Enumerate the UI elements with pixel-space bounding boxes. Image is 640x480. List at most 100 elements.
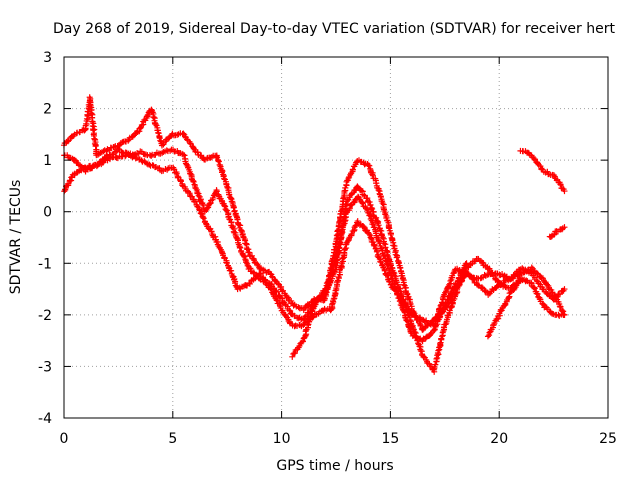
data-point-marker: [341, 246, 348, 253]
series-track-4: [289, 193, 470, 360]
x-tick-label: 0: [60, 431, 69, 447]
axis-ticks: 0 5 10 15 20 25 -4 -3 -2 -1 0 1 2 3: [38, 50, 617, 447]
data-point-marker: [89, 165, 96, 172]
x-tick-label: 10: [273, 431, 291, 447]
data-point-marker: [146, 161, 153, 168]
data-point-marker: [360, 223, 367, 230]
data-point-marker: [361, 224, 368, 231]
data-point-marker: [435, 347, 442, 354]
data-point-marker: [92, 143, 99, 150]
data-point-marker: [207, 225, 214, 232]
data-point-marker: [221, 202, 228, 209]
plot-frame: [63, 56, 609, 419]
data-point-marker: [534, 160, 541, 167]
data-point-marker: [348, 231, 355, 238]
y-tick-label: -2: [38, 308, 52, 324]
data-point-marker: [387, 231, 394, 238]
data-point-marker: [272, 287, 279, 294]
data-point-marker: [439, 333, 446, 340]
data-point-marker: [150, 114, 157, 121]
data-point-marker: [340, 255, 347, 262]
data-point-marker: [298, 316, 305, 323]
data-point-marker: [423, 334, 430, 341]
data-point-marker: [187, 170, 194, 177]
data-point-marker: [517, 275, 524, 282]
data-point-marker: [486, 329, 493, 336]
data-point-marker: [400, 281, 407, 288]
data-point-marker: [299, 338, 306, 345]
data-point-marker: [523, 277, 530, 284]
data-point-marker: [196, 207, 203, 214]
data-point-marker: [199, 200, 206, 207]
data-point-marker: [190, 178, 197, 185]
data-point-marker: [427, 331, 434, 338]
data-point-marker: [399, 275, 406, 282]
data-point-marker: [538, 274, 545, 281]
data-point-marker: [248, 252, 255, 259]
data-point-marker: [65, 138, 72, 145]
data-point-marker: [330, 296, 337, 303]
data-point-marker: [137, 125, 144, 132]
data-point-marker: [561, 286, 568, 293]
data-point-marker: [401, 308, 408, 315]
data-point-marker: [508, 275, 515, 282]
data-point-marker: [457, 270, 464, 277]
y-tick-label: 2: [43, 102, 52, 118]
data-point-marker: [463, 260, 470, 267]
data-point-marker: [519, 265, 526, 272]
data-point-marker: [359, 200, 366, 207]
data-point-marker: [148, 153, 155, 160]
y-tick-label: -4: [38, 411, 52, 427]
data-point-marker: [556, 291, 563, 298]
data-point-marker: [561, 188, 568, 195]
data-point-marker: [199, 214, 206, 221]
data-point-marker: [235, 221, 242, 228]
data-point-marker: [223, 259, 230, 266]
data-point-marker: [478, 284, 485, 291]
y-tick-label: 0: [43, 205, 52, 221]
data-point-marker: [532, 156, 539, 163]
data-point-marker: [531, 285, 538, 292]
data-point-marker: [237, 244, 244, 251]
data-point-marker: [393, 287, 400, 294]
data-point-marker: [527, 279, 534, 286]
data-point-marker: [290, 302, 297, 309]
data-point-marker: [432, 361, 439, 368]
data-point-marker: [561, 224, 568, 231]
data-point-marker: [397, 265, 404, 272]
data-point-marker: [155, 130, 162, 137]
data-point-marker: [451, 284, 458, 291]
data-point-marker: [215, 158, 222, 165]
data-point-marker: [152, 121, 159, 128]
data-point-marker: [366, 199, 373, 206]
x-tick-label: 25: [599, 431, 617, 447]
chart-title: Day 268 of 2019, Sidereal Day-to-day VTE…: [53, 21, 615, 37]
x-tick-label: 20: [490, 431, 508, 447]
data-point-marker: [213, 153, 220, 160]
data-point-marker: [213, 188, 220, 195]
data-point-marker: [479, 259, 486, 266]
data-point-marker: [373, 248, 380, 255]
data-point-marker: [180, 130, 187, 137]
data-point-marker: [366, 162, 373, 169]
data-point-marker: [188, 193, 195, 200]
y-tick-label: 1: [43, 153, 52, 169]
data-point-marker: [230, 204, 237, 211]
data-point-marker: [349, 166, 356, 173]
data-point-marker: [403, 317, 410, 324]
data-point-marker: [322, 285, 329, 292]
data-point-marker: [345, 175, 352, 182]
data-point-marker: [62, 186, 69, 193]
data-point-marker: [382, 257, 389, 264]
data-point-marker: [159, 150, 166, 157]
data-point-marker: [446, 281, 453, 288]
data-point-marker: [291, 350, 298, 357]
data-point-marker: [557, 303, 564, 310]
data-point-marker: [410, 309, 417, 316]
series-track-6: [517, 147, 568, 195]
data-point-marker: [375, 187, 382, 194]
data-point-marker: [306, 318, 313, 325]
data-point-marker: [420, 353, 427, 360]
data-point-marker: [416, 343, 423, 350]
